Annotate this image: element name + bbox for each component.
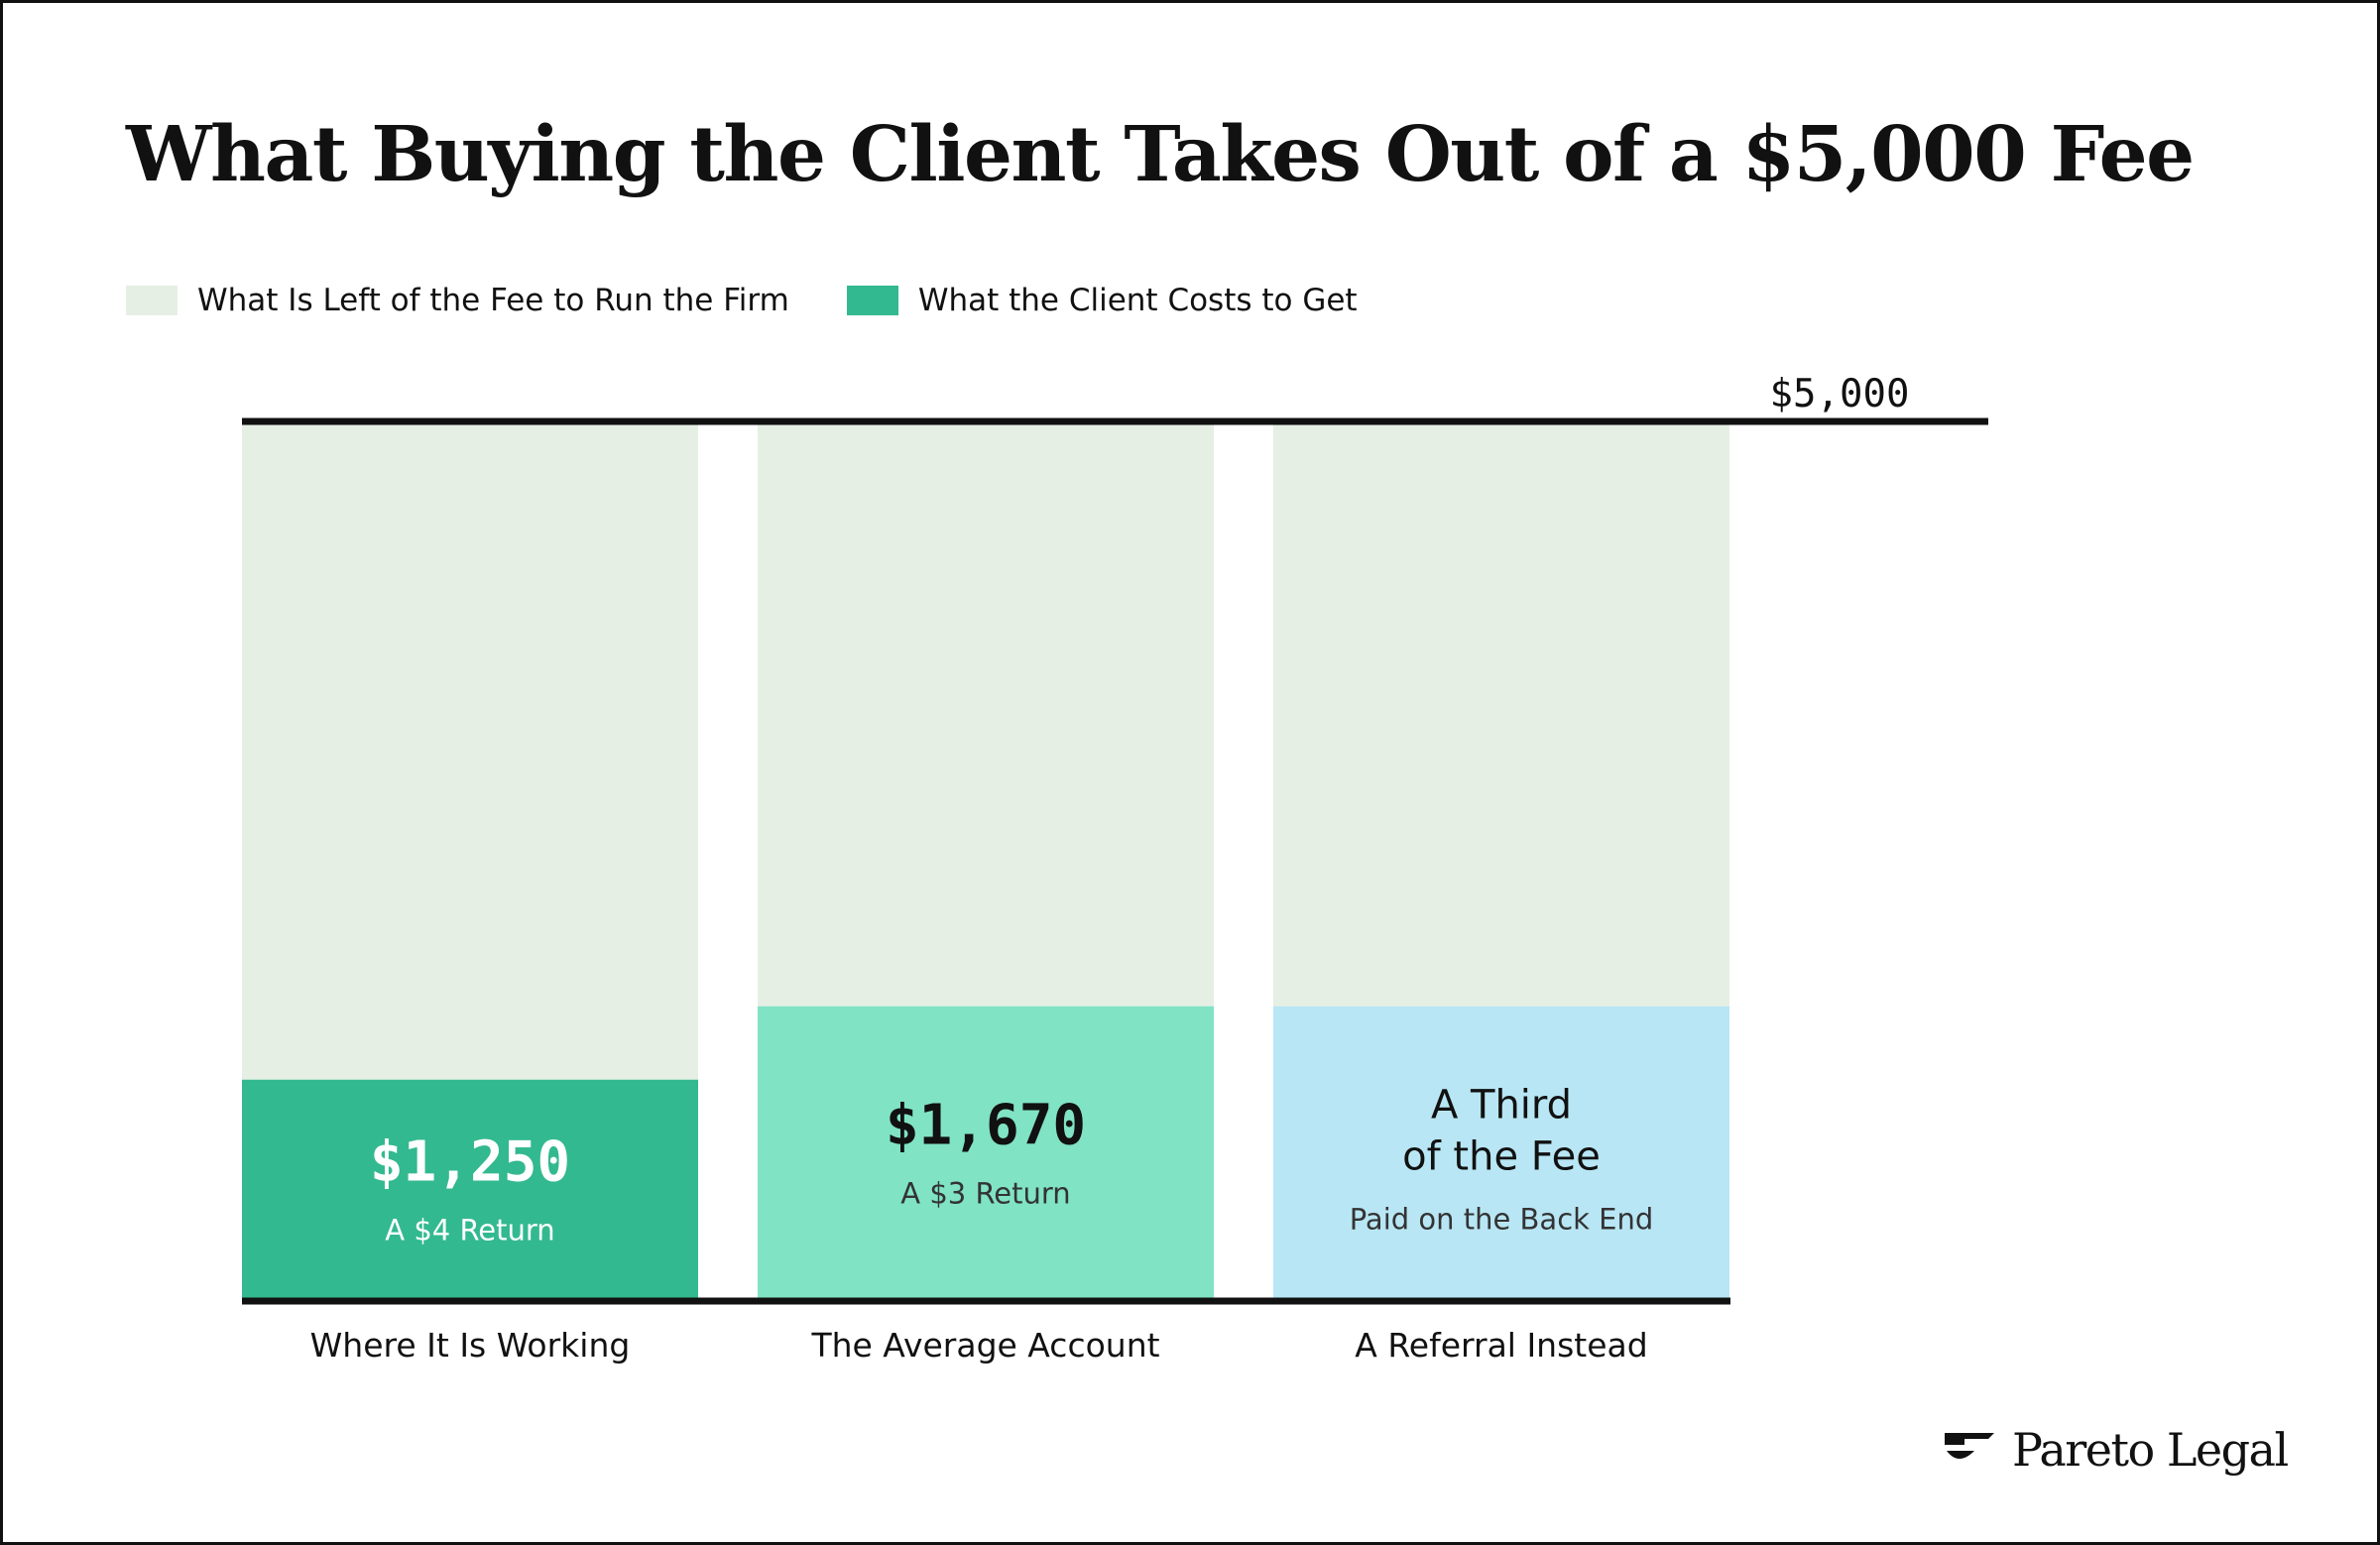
bar-segment-cost [242,1079,698,1298]
bar-segment-remaining [758,424,1214,1007]
x-tick-label: The Average Account [810,1326,1159,1365]
reference-line-label: $5,000 [1770,372,1910,416]
legend-item-acquisition: What the Client Costs to Get [846,283,1358,318]
legend-swatch-remaining [126,286,178,315]
chart-title: What Buying the Client Takes Out of a $5… [126,110,2195,199]
legend-label-remaining: What Is Left of the Fee to Run the Firm [197,283,789,318]
data-sublabel: A $4 Return [385,1213,554,1247]
data-label: of the Fee [1402,1133,1601,1179]
data-label: $1,250 [370,1129,570,1194]
data-label: $1,670 [886,1093,1086,1157]
bar-segment-remaining [242,424,698,1080]
legend-item-remaining: What Is Left of the Fee to Run the Firm [126,283,789,318]
brand-mark-icon [1945,1433,1994,1459]
legend-swatch-acquisition [846,286,898,315]
bar-segment-cost [758,1006,1214,1298]
stacked-bar-chart: $1,250 A $4 Return Where It Is Working $1,6… [242,372,1988,1365]
bar-segment-cost [1273,1006,1729,1298]
x-tick-label: A Referral Instead [1355,1326,1647,1365]
data-sublabel: A $3 Return [900,1176,1070,1210]
legend: What Is Left of the Fee to Run the Firm … [126,283,1415,318]
data-sublabel: Paid on the Back End [1350,1202,1654,1236]
data-label: A Third [1431,1082,1572,1128]
bar-segment-remaining [1273,424,1729,1007]
brand-logo: Pareto Legal [1945,1423,2289,1477]
brand-name: Pareto Legal [2012,1423,2289,1477]
x-tick-label: Where It Is Working [310,1326,631,1365]
legend-label-acquisition: What the Client Costs to Get [917,283,1358,318]
